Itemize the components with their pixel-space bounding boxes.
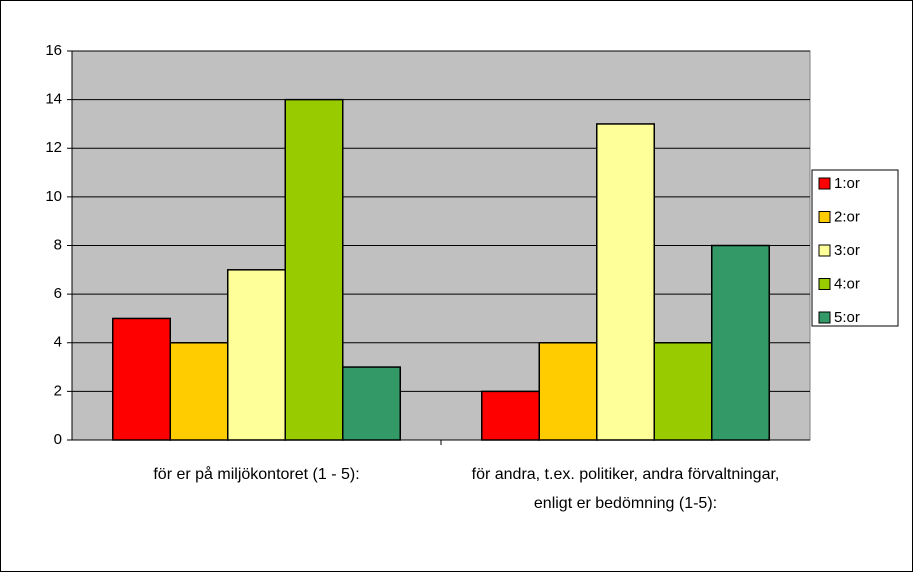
legend-swatch <box>818 177 831 190</box>
y-tick-label: 8 <box>54 236 62 253</box>
legend-swatch <box>818 311 831 324</box>
y-tick-label: 6 <box>54 285 62 302</box>
legend-label: 3:or <box>834 242 860 259</box>
bar <box>538 342 598 441</box>
y-tick-label: 14 <box>45 91 62 108</box>
y-tick-label: 0 <box>54 431 62 448</box>
y-tick-label: 2 <box>54 382 62 399</box>
y-tick-label: 10 <box>45 188 62 205</box>
bar <box>481 390 540 441</box>
legend-label: 1:or <box>834 175 860 192</box>
x-tick-label: för andra, t.ex. politiker, andra förval… <box>471 466 780 512</box>
y-tick-label: 12 <box>45 139 62 156</box>
bar <box>112 317 171 441</box>
legend-label: 5:or <box>834 309 860 326</box>
legend-label: 4:or <box>834 275 860 292</box>
y-tick-label: 4 <box>54 334 62 351</box>
legend-swatch <box>818 278 831 290</box>
legend-label: 2:or <box>834 208 860 225</box>
bar <box>227 269 286 441</box>
bar <box>284 98 344 441</box>
bar <box>342 366 401 441</box>
bar <box>653 342 713 441</box>
legend-swatch <box>818 244 831 257</box>
bar <box>596 123 655 441</box>
bar <box>169 342 229 441</box>
bar <box>711 244 770 441</box>
x-tick-label: för er på miljökontoret (1 - 5): <box>153 466 360 483</box>
y-tick-label: 16 <box>45 42 62 59</box>
legend-swatch <box>818 211 831 223</box>
